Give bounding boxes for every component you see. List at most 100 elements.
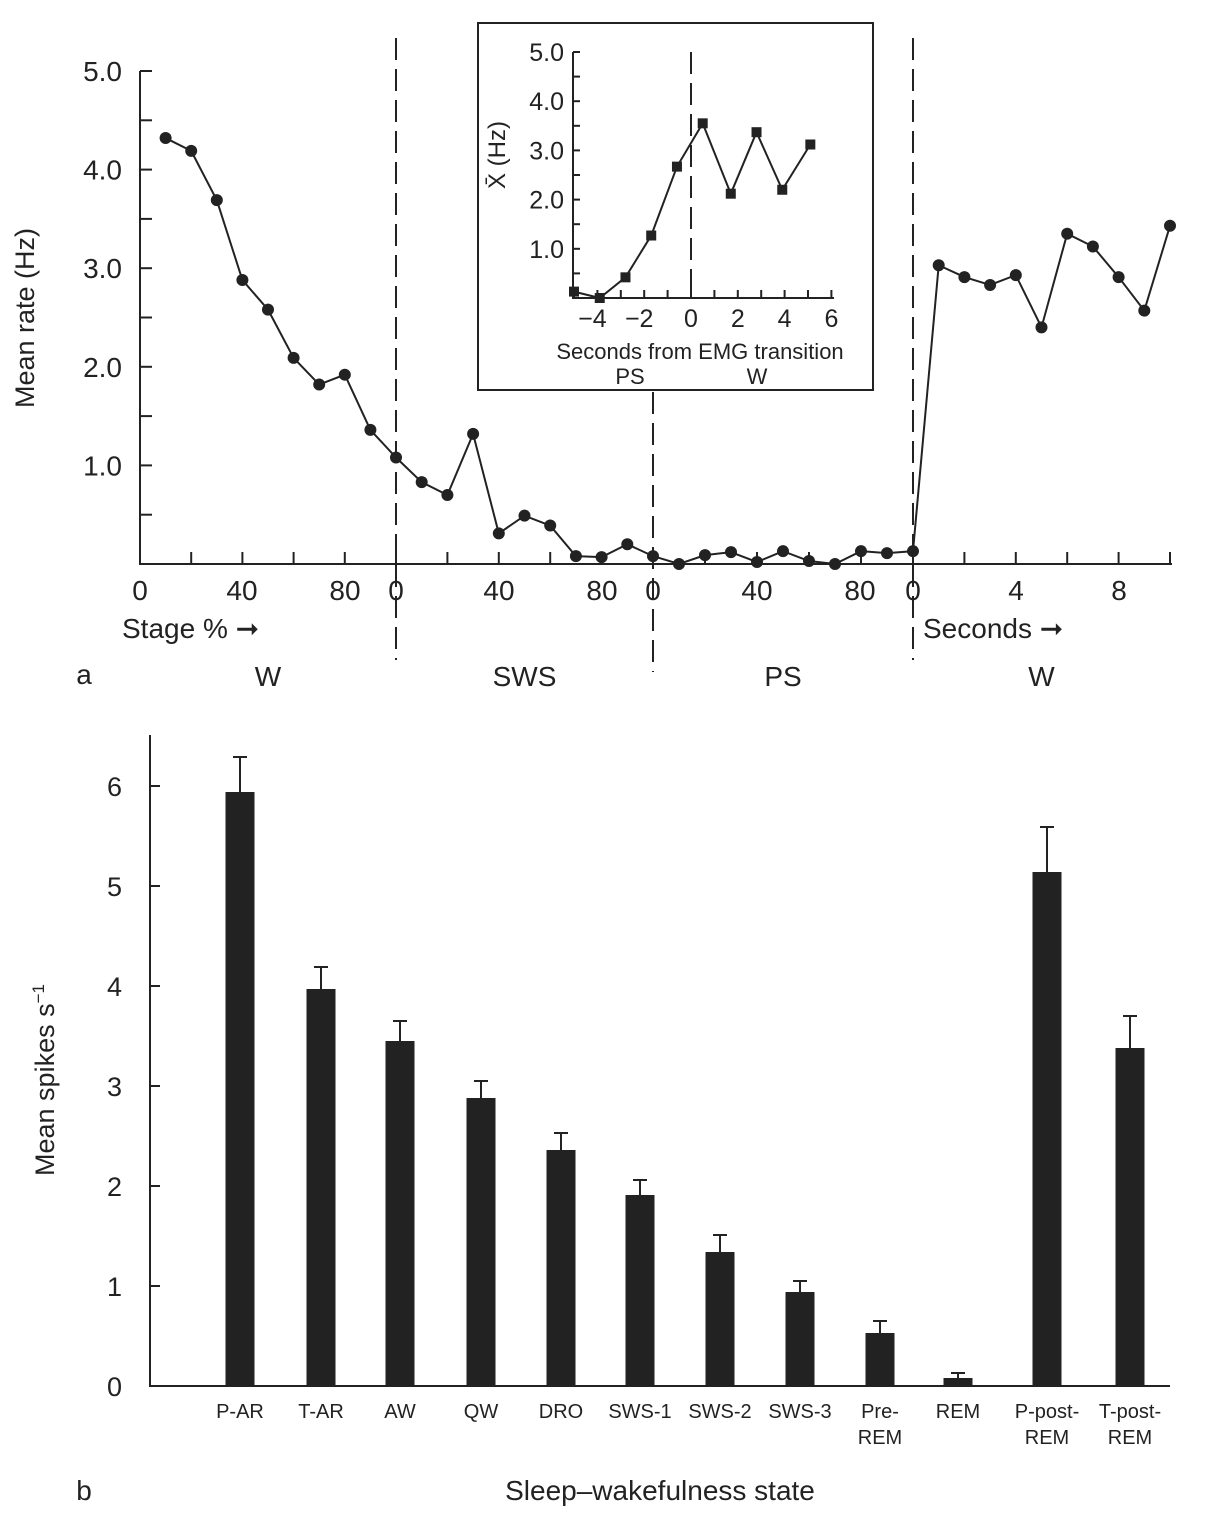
data-point — [1035, 321, 1048, 334]
bar — [625, 1195, 655, 1386]
data-point — [984, 278, 997, 291]
x-tick-label: 80 — [586, 575, 617, 606]
inset-series-line — [573, 121, 812, 300]
inset-data-point — [751, 127, 762, 138]
x-tick-label: 0 — [905, 575, 921, 606]
data-point — [595, 551, 608, 564]
panel-label-b: b — [76, 1475, 92, 1506]
data-point — [1009, 269, 1022, 282]
category-label: SWS-1 — [608, 1401, 671, 1423]
x-tick-label: 80 — [844, 575, 875, 606]
y-tick-label: 5.0 — [83, 56, 122, 87]
b-y-label-text: Mean spikes s — [30, 1003, 60, 1176]
category-label: Pre- — [861, 1401, 899, 1423]
panel-label-a: a — [76, 659, 92, 690]
data-point — [725, 546, 737, 559]
b-y-label-superscript: −1 — [29, 984, 48, 1003]
data-point — [1138, 304, 1151, 317]
b-y-tick-label: 3 — [107, 1072, 122, 1102]
inset-data-point — [594, 293, 605, 303]
data-point — [236, 274, 249, 287]
category-label: P-AR — [216, 1401, 264, 1423]
y-tick-label: 3.0 — [83, 253, 122, 284]
inset-data-point — [805, 139, 816, 150]
state-label-w: W — [255, 661, 282, 692]
data-point — [932, 259, 945, 272]
x-tick-label: 0 — [388, 575, 404, 606]
category-label: REM — [858, 1427, 902, 1449]
b-x-axis-label: Sleep–wakefulness state — [505, 1475, 815, 1506]
x-tick-label: 80 — [329, 575, 360, 606]
bar — [943, 1378, 973, 1386]
bar — [1115, 1048, 1145, 1386]
bar — [466, 1098, 496, 1386]
inset-x-tick-label: 2 — [731, 305, 745, 333]
data-point — [338, 368, 351, 381]
b-y-axis-label: Mean spikes s−1 — [29, 984, 60, 1176]
inset-y-tick-label: 1.0 — [529, 236, 564, 264]
category-label: SWS-3 — [768, 1401, 831, 1423]
data-point — [673, 558, 685, 570]
x-unit-note-seconds: Seconds ➞ — [923, 613, 1063, 644]
b-y-tick-label: 4 — [107, 972, 122, 1002]
inset-y-axis-label: X̄ (Hz) — [484, 121, 511, 189]
b-y-tick-label: 2 — [107, 1172, 122, 1202]
data-point — [364, 423, 377, 436]
data-point — [544, 519, 557, 532]
category-label: QW — [464, 1401, 499, 1423]
data-point — [441, 488, 454, 501]
inset-x-tick-label: −2 — [625, 305, 654, 333]
inset-frame — [477, 22, 874, 391]
bar — [705, 1252, 735, 1386]
bar — [1032, 872, 1062, 1386]
data-point — [159, 132, 172, 145]
x-unit-note-stage: Stage % ➞ — [122, 613, 259, 644]
category-label: T-post- — [1099, 1401, 1161, 1423]
data-point — [829, 558, 841, 570]
inset-y-tick-label: 4.0 — [529, 88, 564, 116]
inset-y-tick-label: 5.0 — [529, 39, 564, 67]
x-tick-label: 40 — [483, 575, 514, 606]
inset-data-point — [646, 230, 657, 241]
data-point — [803, 555, 815, 568]
data-point — [777, 545, 789, 558]
data-point — [621, 538, 634, 551]
data-point — [855, 545, 867, 558]
bar — [546, 1150, 576, 1386]
category-label: REM — [1025, 1427, 1069, 1449]
inset-y-tick-label: 2.0 — [529, 187, 564, 215]
inset-state-w: W — [747, 364, 768, 389]
inset-x-tick-label: 0 — [684, 305, 698, 333]
data-point — [287, 351, 300, 364]
inset-x-tick-label: 6 — [824, 305, 838, 333]
category-label: DRO — [539, 1401, 583, 1423]
data-point — [313, 378, 326, 391]
data-point — [881, 547, 893, 560]
bar — [385, 1041, 415, 1386]
data-point — [185, 144, 198, 157]
data-point — [1061, 227, 1074, 240]
data-point — [518, 509, 531, 522]
data-point — [390, 451, 402, 464]
data-point — [467, 427, 480, 440]
bar — [865, 1333, 895, 1386]
inset-y-tick-label: 3.0 — [529, 137, 564, 165]
y-tick-label: 4.0 — [83, 155, 122, 186]
category-label: SWS-2 — [688, 1401, 751, 1423]
x-tick-label: 4 — [1008, 575, 1024, 606]
bar — [306, 989, 336, 1386]
y-tick-label: 2.0 — [83, 352, 122, 383]
inset-data-point — [569, 286, 579, 297]
inset-data-point — [777, 184, 788, 195]
b-y-tick-label: 1 — [107, 1272, 122, 1302]
inset-x-tick-label: −4 — [578, 305, 607, 333]
data-point — [1164, 219, 1176, 232]
state-label-ps: PS — [764, 661, 801, 692]
data-point — [210, 194, 223, 207]
y-axis-label: Mean rate (Hz) — [10, 228, 40, 408]
inset-data-point — [725, 188, 736, 199]
x-tick-label: 40 — [741, 575, 772, 606]
b-y-tick-label: 6 — [107, 772, 122, 802]
data-point — [415, 476, 428, 489]
